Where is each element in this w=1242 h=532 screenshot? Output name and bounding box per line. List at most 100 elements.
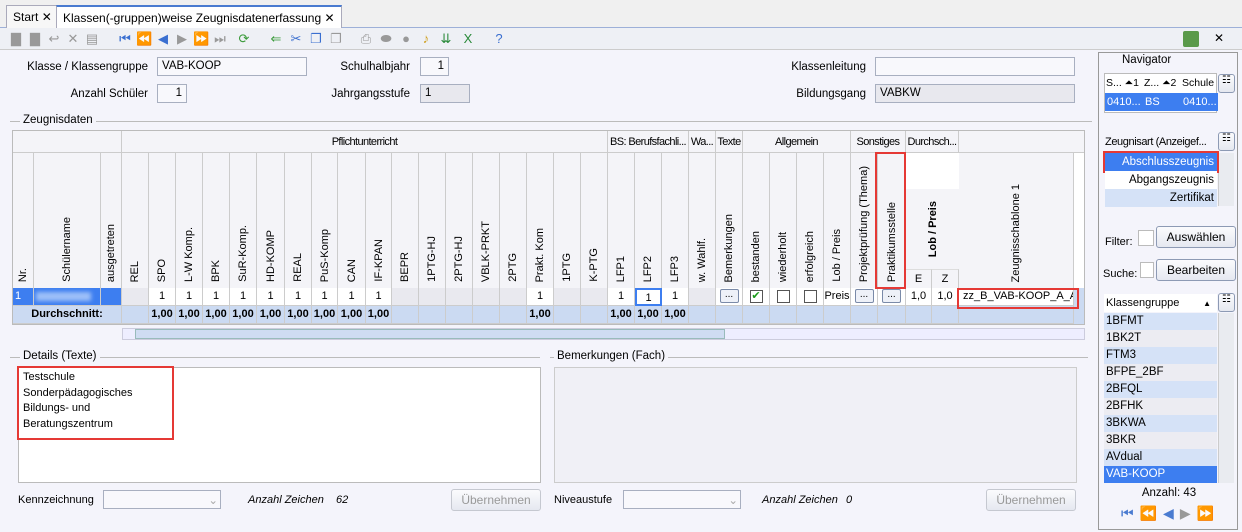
first-icon[interactable]: ⏮ (119, 31, 131, 46)
prev-page-icon[interactable]: ⏪ (136, 31, 153, 46)
zeugnisart-item[interactable]: Abschlusszeugnis (1103, 151, 1219, 173)
grid-cell[interactable]: 1 (608, 288, 635, 306)
grid-cell[interactable] (473, 288, 500, 306)
grid-cell[interactable] (500, 288, 527, 306)
klassengruppe-item[interactable]: VAB-KOOP (1104, 466, 1217, 483)
klassengruppe-item[interactable]: AVdual (1104, 449, 1217, 466)
grid-cell[interactable] (392, 288, 419, 306)
column-header[interactable]: E (906, 269, 932, 288)
col-header[interactable]: Schule (1182, 77, 1215, 89)
grid-cell[interactable] (689, 288, 716, 306)
col-header[interactable]: Z... ⏶2 (1144, 77, 1177, 89)
column-header[interactable]: Projektprüfung (Thema) (851, 153, 878, 288)
column-header[interactable]: Z (932, 269, 959, 288)
print-icon[interactable]: ⎙ (360, 31, 372, 46)
column-header[interactable]: wiederholt (770, 153, 797, 288)
refresh-panel-icon[interactable] (1183, 31, 1199, 47)
grid-cell[interactable]: 1,0 (906, 288, 932, 306)
cancel-icon[interactable]: ▤ (85, 31, 99, 46)
column-header[interactable]: LFP1 (608, 153, 635, 288)
grid-cell[interactable]: 1 (662, 288, 689, 306)
preview-icon[interactable]: ⬬ (380, 31, 392, 46)
delete-icon[interactable]: ✕ (67, 31, 79, 46)
klassengruppe-item[interactable]: 2BFQL (1104, 381, 1217, 398)
column-header[interactable]: L-W Komp. (176, 153, 203, 288)
import-icon[interactable]: ⇊ (440, 31, 452, 46)
grid-cell[interactable]: 1 (312, 288, 338, 306)
column-header[interactable]: ausgetreten (101, 153, 122, 288)
grid-cell[interactable] (419, 288, 446, 306)
grid-cell[interactable]: 1 (338, 288, 366, 306)
grid-cell[interactable]: 1 (527, 288, 554, 306)
column-header[interactable]: SPO (149, 153, 176, 288)
copy-icon[interactable]: ❐ (310, 31, 322, 46)
vertical-scrollbar[interactable] (1218, 313, 1234, 483)
table-row[interactable]: 0410... BS 0410... (1105, 93, 1218, 111)
column-header[interactable]: Zeugnisschablone 1 (959, 153, 1074, 288)
klassengruppe-item[interactable]: 1BK2T (1104, 330, 1217, 347)
grid-cell[interactable]: ... (716, 288, 743, 306)
grid-cell[interactable] (122, 288, 149, 306)
grid-cell[interactable]: 1 (176, 288, 203, 306)
column-header[interactable]: w. Wahlf. (689, 153, 716, 288)
grid-cell[interactable]: 1,0 (932, 288, 959, 306)
schule-table[interactable]: S... ⏶1 Z... ⏶2 Schule 0410... BS 0410..… (1104, 73, 1218, 113)
column-header[interactable]: Schülername (34, 153, 101, 288)
close-icon[interactable]: ✕ (324, 11, 335, 25)
grid-cell[interactable]: 1 (13, 288, 34, 306)
details-textarea[interactable]: Testschule Sonderpädagogisches Bildungs- u… (18, 367, 541, 483)
col-header[interactable]: S... ⏶1 (1106, 77, 1139, 89)
save-icon[interactable]: ▇ (30, 31, 40, 46)
bearbeiten-button[interactable]: Bearbeiten (1156, 259, 1236, 281)
bulb-icon[interactable]: ● (402, 31, 410, 46)
grid-cell[interactable]: 1 (285, 288, 312, 306)
grid-cell[interactable]: zz_B_VAB-KOOP_A_A4 (959, 288, 1074, 306)
column-header[interactable]: BEPR (392, 153, 419, 288)
grid-cell[interactable]: 1 (635, 288, 662, 306)
last-icon[interactable]: ⏭ (214, 31, 226, 46)
column-header[interactable]: Bemerkungen (716, 153, 743, 288)
horizontal-scrollbar[interactable] (122, 328, 1085, 340)
checkbox-checked[interactable]: ✔ (749, 289, 763, 303)
prev-icon[interactable]: ◀ (158, 31, 168, 46)
new-icon[interactable]: ▇ (11, 31, 21, 46)
column-header[interactable]: Prakt. Kom (527, 153, 554, 288)
next-icon[interactable]: ▶ (1179, 505, 1197, 521)
column-header[interactable]: CAN (338, 153, 366, 288)
ellipsis-button[interactable]: ... (719, 289, 739, 304)
klassengruppe-item[interactable]: 1BFMT (1104, 313, 1217, 330)
klassengruppe-item[interactable]: 2BFHK (1104, 398, 1217, 415)
column-header[interactable]: K-PTG (581, 153, 608, 288)
column-header[interactable]: erfolgreich (797, 153, 824, 288)
cut-icon[interactable]: ✂ (290, 31, 302, 46)
grid-cell[interactable]: 1 (203, 288, 230, 306)
first-icon[interactable]: ⏮ (1121, 505, 1140, 521)
next-page-icon[interactable]: ⏩ (193, 31, 210, 46)
grid-cell[interactable]: ... (878, 288, 906, 306)
column-header[interactable]: IF-KPAN (366, 153, 392, 288)
bemerkungen-apply-button[interactable]: Übernehmen (986, 489, 1076, 511)
grid-cell[interactable]: 1 (366, 288, 392, 306)
prev-page-icon[interactable]: ⏪ (1139, 505, 1164, 521)
ellipsis-button[interactable]: ... (854, 289, 874, 304)
back-arrow-icon[interactable]: ⇐ (270, 31, 282, 46)
klassengruppe-item[interactable]: FTM3 (1104, 347, 1217, 364)
ellipsis-button[interactable]: ... (882, 289, 901, 304)
grid-cell[interactable]: 1 (257, 288, 285, 306)
zeugnisart-item[interactable]: Zertifikat (1105, 189, 1217, 207)
column-header[interactable]: 2PTG-HJ (446, 153, 473, 288)
record-navigation[interactable]: ⏮⏪◀▶⏩ (1121, 505, 1220, 522)
column-chooser-icon[interactable]: ☷ (1218, 132, 1235, 151)
details-apply-button[interactable]: Übernehmen (451, 489, 541, 511)
klassengruppe-item[interactable]: 3BKWA (1104, 415, 1217, 432)
column-header[interactable]: VBLK-PRKT (473, 153, 500, 288)
zeugnis-grid[interactable]: Pflichtunterricht BS: Berufsfachli... Wa..… (12, 130, 1085, 325)
checkbox[interactable] (776, 289, 790, 303)
bell-icon[interactable]: ♪ (422, 31, 430, 46)
undo-icon[interactable]: ↩ (48, 31, 60, 46)
column-header[interactable]: HD-KOMP (257, 153, 285, 288)
refresh-icon[interactable]: ⟳ (238, 31, 250, 46)
excel-icon[interactable]: X (463, 31, 473, 46)
klassenleitung-field[interactable] (875, 57, 1075, 76)
column-header[interactable]: LFP2 (635, 153, 662, 288)
